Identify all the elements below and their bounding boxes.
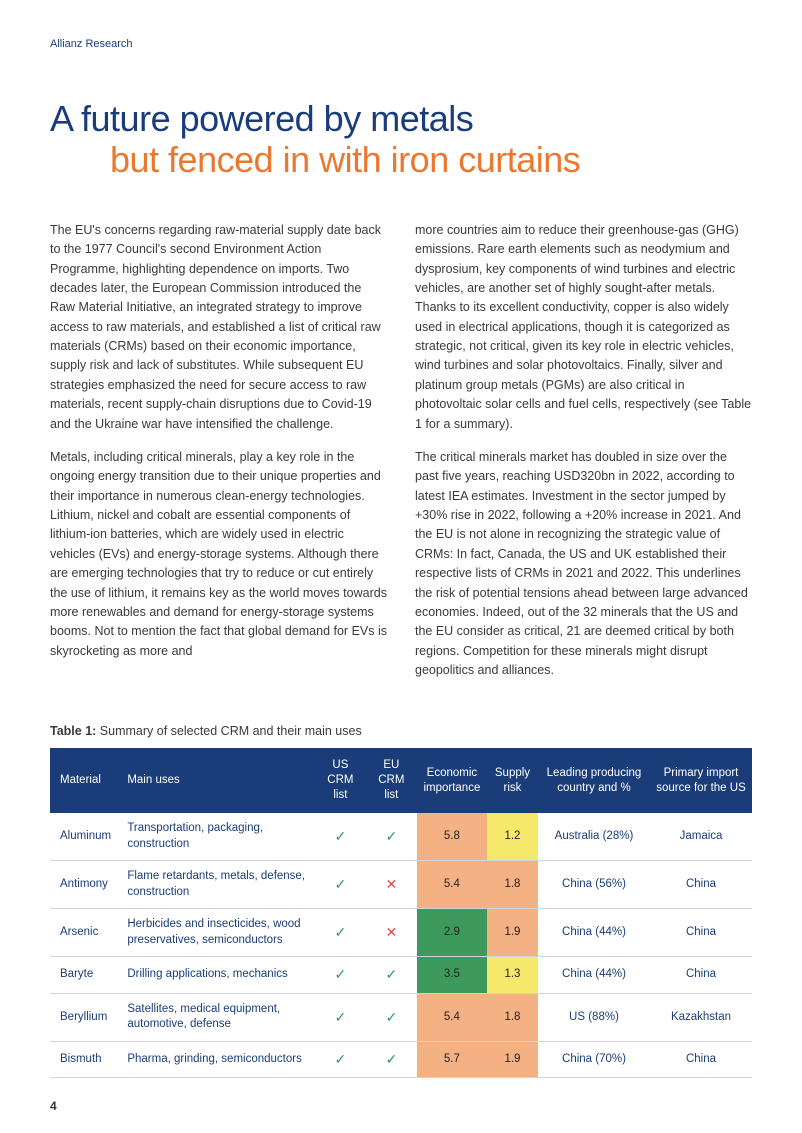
header-label: Allianz Research (50, 38, 752, 50)
us-crm-cell: ✓ (315, 861, 366, 909)
primary-import-cell: Kazakhstan (650, 993, 752, 1041)
primary-import-cell: China (650, 909, 752, 957)
table-header-cell: US CRM list (315, 748, 366, 813)
table-row: ArsenicHerbicides and insecticides, wood… (50, 909, 752, 957)
primary-import-cell: China (650, 1041, 752, 1078)
check-icon: ✓ (335, 1051, 347, 1067)
supply-risk-cell: 1.9 (487, 909, 538, 957)
table-body: AluminumTransportation, packaging, const… (50, 813, 752, 1078)
table-caption: Table 1: Summary of selected CRM and the… (50, 724, 752, 738)
check-icon: ✓ (335, 924, 347, 940)
us-crm-cell: ✓ (315, 993, 366, 1041)
cross-icon: ✕ (385, 924, 397, 940)
eu-crm-cell: ✓ (366, 957, 417, 994)
body-paragraph: more countries aim to reduce their green… (415, 221, 752, 434)
material-cell: Antimony (50, 861, 121, 909)
material-cell: Bismuth (50, 1041, 121, 1078)
us-crm-cell: ✓ (315, 813, 366, 861)
economic-importance-cell: 2.9 (417, 909, 487, 957)
uses-cell: Herbicides and insecticides, wood preser… (121, 909, 315, 957)
supply-risk-cell: 1.2 (487, 813, 538, 861)
us-crm-cell: ✓ (315, 1041, 366, 1078)
body-column-left: The EU's concerns regarding raw-material… (50, 221, 387, 695)
economic-importance-cell: 3.5 (417, 957, 487, 994)
title-line-1: A future powered by metals (50, 98, 752, 139)
eu-crm-cell: ✓ (366, 993, 417, 1041)
primary-import-cell: China (650, 957, 752, 994)
page-number: 4 (50, 1099, 57, 1113)
check-icon: ✓ (335, 876, 347, 892)
leading-producer-cell: China (44%) (538, 909, 650, 957)
title-line-2: but fenced in with iron curtains (110, 139, 752, 180)
check-icon: ✓ (385, 828, 397, 844)
uses-cell: Drilling applications, mechanics (121, 957, 315, 994)
table-header-cell: Main uses (121, 748, 315, 813)
table-header: MaterialMain usesUS CRM listEU CRM listE… (50, 748, 752, 813)
economic-importance-cell: 5.8 (417, 813, 487, 861)
eu-crm-cell: ✓ (366, 1041, 417, 1078)
table-row: AntimonyFlame retardants, metals, defens… (50, 861, 752, 909)
supply-risk-cell: 1.3 (487, 957, 538, 994)
primary-import-cell: China (650, 861, 752, 909)
supply-risk-cell: 1.8 (487, 861, 538, 909)
body-column-right: more countries aim to reduce their green… (415, 221, 752, 695)
primary-import-cell: Jamaica (650, 813, 752, 861)
check-icon: ✓ (385, 1009, 397, 1025)
leading-producer-cell: US (88%) (538, 993, 650, 1041)
cross-icon: ✕ (385, 876, 397, 892)
table-header-cell: Supply risk (487, 748, 538, 813)
uses-cell: Transportation, packaging, construction (121, 813, 315, 861)
table-row: AluminumTransportation, packaging, const… (50, 813, 752, 861)
material-cell: Arsenic (50, 909, 121, 957)
table-header-cell: Material (50, 748, 121, 813)
body-paragraph: The critical minerals market has doubled… (415, 448, 752, 681)
check-icon: ✓ (385, 966, 397, 982)
leading-producer-cell: Australia (28%) (538, 813, 650, 861)
check-icon: ✓ (385, 1051, 397, 1067)
leading-producer-cell: China (56%) (538, 861, 650, 909)
body-paragraph: The EU's concerns regarding raw-material… (50, 221, 387, 434)
check-icon: ✓ (335, 966, 347, 982)
table-header-cell: Leading producing country and % (538, 748, 650, 813)
table-header-cell: Primary import source for the US (650, 748, 752, 813)
economic-importance-cell: 5.4 (417, 993, 487, 1041)
economic-importance-cell: 5.4 (417, 861, 487, 909)
body-columns: The EU's concerns regarding raw-material… (50, 221, 752, 695)
table-caption-text: Summary of selected CRM and their main u… (96, 724, 361, 738)
leading-producer-cell: China (44%) (538, 957, 650, 994)
economic-importance-cell: 5.7 (417, 1041, 487, 1078)
body-paragraph: Metals, including critical minerals, pla… (50, 448, 387, 661)
material-cell: Aluminum (50, 813, 121, 861)
table-row: BaryteDrilling applications, mechanics ✓ ✓… (50, 957, 752, 994)
table-header-cell: EU CRM list (366, 748, 417, 813)
table-row: BismuthPharma, grinding, semiconductors ✓… (50, 1041, 752, 1078)
page-title: A future powered by metals but fenced in… (50, 98, 752, 181)
table-caption-bold: Table 1: (50, 724, 96, 738)
table-row: BerylliumSatellites, medical equipment, … (50, 993, 752, 1041)
material-cell: Beryllium (50, 993, 121, 1041)
us-crm-cell: ✓ (315, 909, 366, 957)
eu-crm-cell: ✓ (366, 813, 417, 861)
us-crm-cell: ✓ (315, 957, 366, 994)
check-icon: ✓ (335, 828, 347, 844)
crm-table: MaterialMain usesUS CRM listEU CRM listE… (50, 748, 752, 1078)
table-header-cell: Economic importance (417, 748, 487, 813)
uses-cell: Flame retardants, metals, defense, const… (121, 861, 315, 909)
leading-producer-cell: China (70%) (538, 1041, 650, 1078)
uses-cell: Pharma, grinding, semiconductors (121, 1041, 315, 1078)
uses-cell: Satellites, medical equipment, automotiv… (121, 993, 315, 1041)
supply-risk-cell: 1.9 (487, 1041, 538, 1078)
check-icon: ✓ (335, 1009, 347, 1025)
supply-risk-cell: 1.8 (487, 993, 538, 1041)
eu-crm-cell: ✕ (366, 861, 417, 909)
material-cell: Baryte (50, 957, 121, 994)
eu-crm-cell: ✕ (366, 909, 417, 957)
